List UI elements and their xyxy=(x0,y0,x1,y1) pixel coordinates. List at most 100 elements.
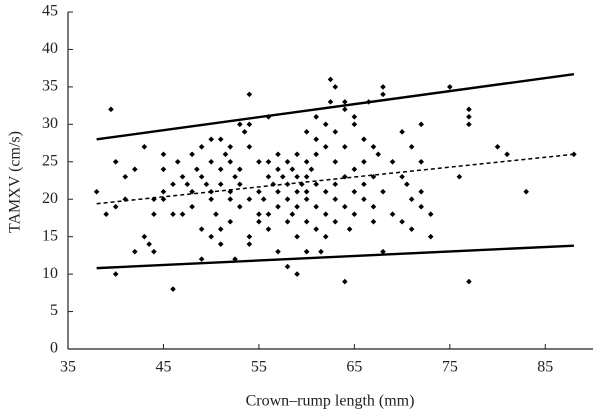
point xyxy=(399,173,405,180)
point xyxy=(447,84,453,90)
point xyxy=(408,144,415,150)
point xyxy=(174,158,181,165)
y-tick-label: 25 xyxy=(42,152,58,169)
point xyxy=(256,158,262,165)
y-tick-label: 45 xyxy=(42,3,58,20)
point xyxy=(342,144,348,150)
point xyxy=(494,144,501,150)
point xyxy=(241,129,248,135)
y-tick-label: 40 xyxy=(42,40,58,57)
point xyxy=(284,158,291,165)
point xyxy=(122,173,129,180)
point xyxy=(351,188,358,195)
point xyxy=(160,196,167,203)
point xyxy=(380,188,386,195)
point xyxy=(523,188,529,195)
point xyxy=(332,129,339,135)
point xyxy=(141,144,148,150)
point xyxy=(246,233,253,240)
point xyxy=(327,99,334,105)
point xyxy=(303,173,310,180)
point xyxy=(279,173,286,180)
point xyxy=(227,158,234,165)
point xyxy=(399,129,405,135)
point xyxy=(408,196,415,203)
point xyxy=(112,158,119,165)
point xyxy=(427,233,434,240)
y-tick-label: 15 xyxy=(42,227,58,244)
point xyxy=(246,144,253,150)
point xyxy=(189,203,195,210)
point xyxy=(322,144,329,150)
point xyxy=(284,196,291,203)
point xyxy=(217,166,224,173)
point xyxy=(380,84,386,90)
point xyxy=(246,91,253,98)
point xyxy=(361,181,367,188)
point xyxy=(237,203,243,210)
point xyxy=(346,226,353,232)
point xyxy=(170,286,176,292)
limit-line xyxy=(96,72,575,141)
y-axis-title: TAMXV (cm/s) xyxy=(7,131,24,233)
point xyxy=(294,173,300,180)
point xyxy=(170,181,176,188)
point xyxy=(361,196,367,203)
point xyxy=(466,121,472,128)
y-tick-label: 5 xyxy=(50,302,58,319)
point xyxy=(237,181,243,188)
point xyxy=(189,188,195,195)
point xyxy=(370,173,377,180)
x-tick-label: 55 xyxy=(251,359,267,376)
y-tick-label: 20 xyxy=(42,190,58,207)
point xyxy=(232,256,238,262)
point xyxy=(399,218,405,225)
point xyxy=(112,271,119,277)
point xyxy=(318,248,324,255)
point xyxy=(456,173,463,180)
point xyxy=(265,226,272,232)
point xyxy=(332,158,339,165)
point xyxy=(342,203,348,210)
trend-line xyxy=(96,153,574,205)
point xyxy=(275,188,281,195)
point xyxy=(504,151,510,158)
point xyxy=(265,173,272,180)
x-axis-title: Crown–rump length (mm) xyxy=(246,393,415,410)
point xyxy=(351,121,358,128)
point xyxy=(256,211,262,217)
point xyxy=(303,218,310,225)
point xyxy=(351,211,358,217)
point xyxy=(351,114,358,120)
point xyxy=(313,203,319,210)
point xyxy=(351,166,358,173)
limit-line xyxy=(96,244,574,270)
point xyxy=(93,188,100,195)
point xyxy=(289,211,296,217)
point xyxy=(418,121,424,128)
point xyxy=(203,181,210,188)
point xyxy=(112,203,119,210)
x-tick-label: 75 xyxy=(442,359,458,376)
point xyxy=(418,203,424,210)
point xyxy=(370,144,377,150)
point xyxy=(380,91,386,98)
point xyxy=(141,233,148,240)
point xyxy=(265,211,272,217)
point xyxy=(332,196,339,203)
point xyxy=(151,248,157,255)
point xyxy=(232,173,238,180)
point xyxy=(132,248,138,255)
point xyxy=(342,278,348,285)
point xyxy=(361,136,367,143)
point xyxy=(179,211,186,217)
point xyxy=(208,136,214,143)
y-tick-label: 30 xyxy=(42,115,58,132)
point xyxy=(322,121,329,128)
point xyxy=(227,144,234,150)
x-tick-label: 65 xyxy=(346,359,362,376)
point xyxy=(160,151,167,158)
point xyxy=(184,181,191,188)
point xyxy=(294,271,300,277)
